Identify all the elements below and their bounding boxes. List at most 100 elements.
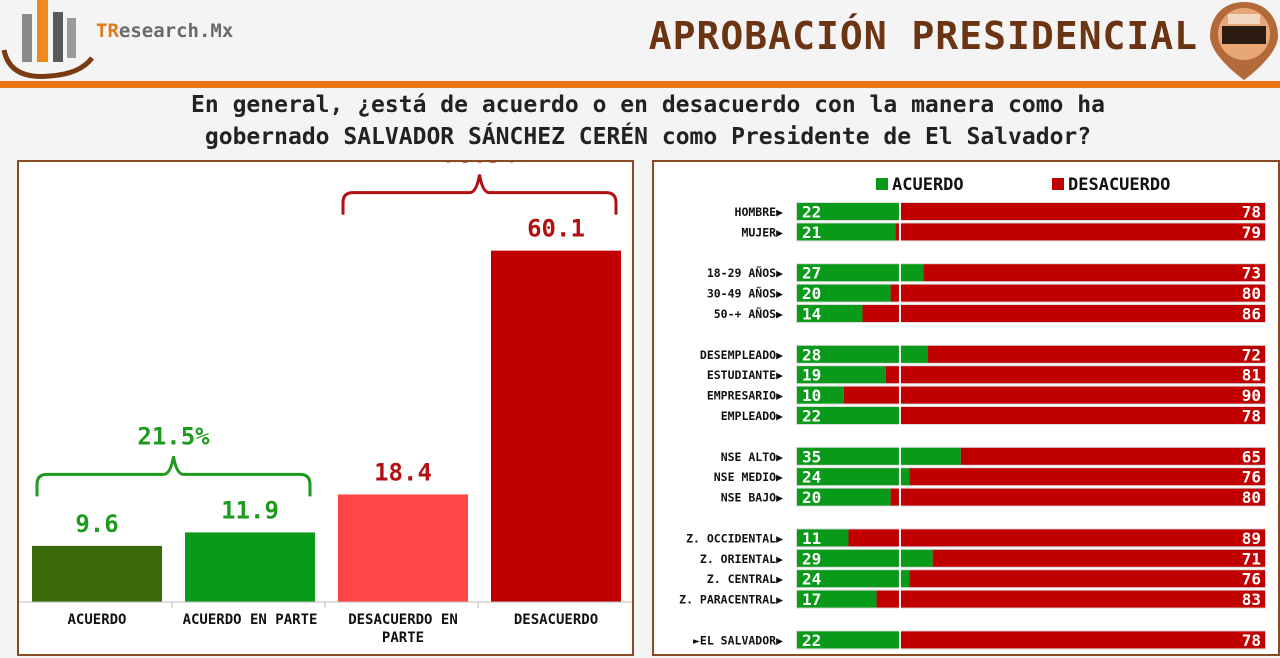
bar-acuerdo	[797, 488, 891, 506]
value-desacuerdo: 76	[1242, 468, 1261, 487]
bar-value-label: 18.4	[374, 458, 432, 486]
bar-desacuerdo	[928, 345, 1265, 363]
value-desacuerdo: 79	[1242, 223, 1261, 242]
bar-3	[491, 250, 621, 602]
bar-desacuerdo	[899, 203, 1265, 220]
bar-acuerdo	[797, 345, 929, 363]
value-desacuerdo: 86	[1242, 305, 1261, 324]
page-title: APROBACIÓN PRESIDENCIAL	[648, 14, 1198, 58]
row-label: NSE MEDIO▶	[714, 470, 783, 484]
row-label: 50-+ AÑOS▶	[714, 306, 783, 321]
category-label: ACUERDO EN PARTE	[183, 612, 318, 628]
value-acuerdo: 11	[802, 529, 821, 548]
value-acuerdo: 22	[802, 631, 821, 650]
bar-desacuerdo	[899, 407, 1265, 424]
bar-1	[185, 532, 315, 602]
bar-acuerdo	[797, 264, 924, 282]
bracket-total-label: 78.5%	[443, 162, 516, 169]
value-desacuerdo: 89	[1242, 529, 1261, 548]
value-desacuerdo: 81	[1242, 366, 1261, 385]
bar-2	[338, 494, 468, 602]
bar-desacuerdo	[890, 488, 1265, 506]
bar-acuerdo	[797, 284, 891, 302]
header-divider	[0, 81, 1280, 88]
row-label: Z. ORIENTAL▶	[700, 552, 783, 566]
value-acuerdo: 22	[802, 407, 821, 426]
bar-desacuerdo	[843, 386, 1265, 404]
segment-stacked-chart: ACUERDO DESACUERDO 22 78 HOMBRE▶ 21 79 MUJER▶ 27…	[679, 175, 1266, 654]
row-label: MUJER▶	[741, 225, 783, 239]
header: TResearch.Mx APROBACIÓN PRESIDENCIAL	[0, 0, 1280, 82]
map-pin-icon	[1210, 2, 1278, 80]
value-desacuerdo: 71	[1242, 549, 1261, 568]
value-acuerdo: 29	[802, 549, 821, 568]
bar-acuerdo	[797, 631, 900, 649]
summary-bar-chart: 9.6 ACUERDO 11.9 ACUERDO EN PARTE 18.4 DESACU…	[19, 141, 632, 646]
row-label: ►EL SALVADOR▶	[693, 633, 783, 647]
value-acuerdo: 20	[802, 284, 821, 303]
row-label: Z. CENTRAL▶	[707, 572, 783, 586]
value-acuerdo: 19	[802, 366, 821, 385]
bar-acuerdo	[797, 590, 877, 608]
bracket-total-label: 21.5%	[137, 422, 210, 450]
bar-desacuerdo	[909, 468, 1265, 486]
bar-acuerdo	[797, 529, 849, 547]
value-desacuerdo: 72	[1242, 345, 1261, 364]
value-acuerdo: 35	[802, 447, 821, 466]
bar-desacuerdo	[890, 284, 1265, 302]
row-label: NSE ALTO▶	[721, 450, 783, 464]
value-desacuerdo: 80	[1242, 488, 1261, 507]
segment-chart-panel: ACUERDO DESACUERDO 22 78 HOMBRE▶ 21 79 MUJER▶ 27…	[652, 160, 1280, 656]
bar-acuerdo	[797, 407, 900, 424]
row-label: HOMBRE▶	[735, 205, 784, 219]
category-label: DESACUERDO	[514, 612, 598, 628]
value-desacuerdo: 65	[1242, 447, 1261, 466]
bar-desacuerdo	[885, 366, 1265, 384]
value-desacuerdo: 90	[1242, 386, 1261, 405]
row-label: EMPRESARIO▶	[707, 389, 783, 403]
row-label: 30-49 AÑOS▶	[707, 286, 783, 301]
value-acuerdo: 24	[802, 570, 821, 589]
value-desacuerdo: 80	[1242, 284, 1261, 303]
value-desacuerdo: 78	[1242, 407, 1261, 426]
bar-value-label: 11.9	[221, 496, 279, 524]
bar-value-label: 60.1	[527, 215, 585, 243]
value-desacuerdo: 73	[1242, 264, 1261, 283]
legend-label-desacuerdo: DESACUERDO	[1068, 175, 1170, 195]
bar-desacuerdo	[895, 223, 1265, 241]
row-label: NSE BAJO▶	[721, 491, 783, 505]
bar-acuerdo	[797, 223, 896, 241]
brand-name: TResearch.Mx	[96, 20, 234, 42]
bar-acuerdo	[797, 447, 961, 465]
row-label: ESTUDIANTE▶	[707, 368, 783, 382]
bar-acuerdo	[797, 366, 886, 384]
row-label: EMPLEADO▶	[721, 409, 783, 423]
row-label: Z. OCCIDENTAL▶	[686, 531, 783, 545]
value-acuerdo: 14	[802, 305, 821, 324]
value-acuerdo: 10	[802, 386, 821, 405]
row-label: Z. PARACENTRAL▶	[679, 593, 783, 607]
value-acuerdo: 28	[802, 345, 821, 364]
row-label: 18-29 AÑOS▶	[707, 265, 783, 280]
row-label: DESEMPLEADO▶	[700, 348, 783, 362]
category-label: ACUERDO	[67, 612, 126, 628]
summary-chart-panel: 9.6 ACUERDO 11.9 ACUERDO EN PARTE 18.4 DESACU…	[17, 141, 634, 656]
tresearch-logo-icon	[1, 0, 94, 79]
bar-desacuerdo	[960, 447, 1265, 465]
bar-desacuerdo	[932, 549, 1265, 567]
value-acuerdo: 24	[802, 468, 821, 487]
bar-acuerdo	[797, 549, 933, 567]
value-acuerdo: 27	[802, 264, 821, 283]
value-desacuerdo: 78	[1242, 203, 1261, 222]
legend-swatch-acuerdo	[876, 178, 888, 190]
survey-question: En general, ¿está de acuerdo o en desacu…	[191, 92, 1105, 150]
bracket-annotation	[341, 174, 618, 215]
value-desacuerdo: 76	[1242, 570, 1261, 589]
value-desacuerdo: 78	[1242, 631, 1261, 650]
legend-swatch-desacuerdo	[1052, 178, 1064, 190]
bar-acuerdo	[797, 386, 844, 404]
bar-acuerdo	[797, 203, 900, 220]
value-acuerdo: 22	[802, 203, 821, 222]
bar-desacuerdo	[923, 264, 1265, 282]
bracket-annotation	[35, 456, 312, 497]
